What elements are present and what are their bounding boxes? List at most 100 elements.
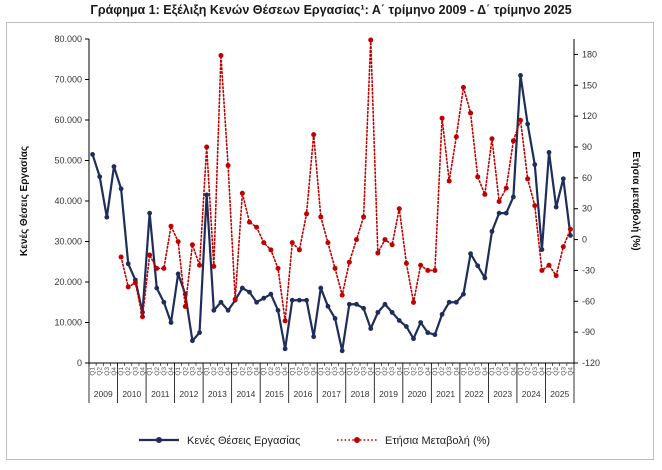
data-point-vacancies: [304, 297, 309, 303]
data-point-vacancies: [311, 334, 317, 340]
x-quarter-label: Q4: [482, 367, 489, 376]
data-point-annual-change: [311, 132, 317, 138]
data-point-annual-change: [368, 37, 374, 43]
data-point-annual-change: [325, 240, 331, 246]
x-quarter-label: Q2: [182, 367, 189, 376]
x-quarter-label: Q2: [325, 367, 332, 376]
data-point-vacancies: [482, 275, 488, 281]
x-quarter-label: Q2: [353, 367, 360, 376]
data-point-vacancies: [225, 307, 231, 313]
data-point-vacancies: [197, 330, 202, 336]
x-quarter-label: Q4: [254, 367, 261, 376]
data-point-annual-change: [339, 292, 345, 298]
x-year-label: 2022: [465, 389, 484, 399]
y-tick-label-right: -90: [582, 327, 595, 337]
data-point-vacancies: [218, 299, 224, 305]
x-quarter-label: Q4: [139, 367, 146, 376]
x-quarter-label: Q1: [546, 367, 553, 376]
data-point-vacancies: [475, 263, 481, 269]
y-tick-label-right: -120: [582, 358, 600, 368]
x-quarter-label: Q3: [389, 367, 396, 376]
data-point-annual-change: [560, 244, 566, 250]
chart-svg: 0 10.000 20.000 30.000 40.000 50.000 60.000 70.…: [19, 34, 641, 447]
x-year-label: 2015: [265, 389, 284, 399]
x-quarter-label: Q2: [496, 367, 503, 376]
data-point-vacancies: [518, 73, 523, 78]
data-point-vacancies: [361, 305, 366, 311]
data-point-vacancies: [104, 214, 110, 220]
x-quarter-label: Q4: [567, 367, 574, 376]
x-quarter-label: Q1: [346, 367, 353, 376]
data-point-annual-change: [175, 239, 181, 245]
x-quarter-label: Q3: [246, 367, 253, 376]
data-point-vacancies: [532, 162, 538, 167]
y-tick-label-right: 90: [582, 142, 592, 152]
data-point-annual-change: [168, 223, 174, 229]
data-point-annual-change: [353, 237, 359, 243]
data-point-annual-change: [532, 203, 538, 209]
data-point-vacancies: [247, 289, 252, 295]
x-year-label: 2024: [522, 389, 541, 399]
data-point-annual-change: [154, 265, 160, 271]
data-point-annual-change: [553, 273, 559, 279]
y-tick-label-right: 150: [582, 80, 597, 90]
x-quarter-label: Q4: [539, 367, 546, 376]
x-year-label: 2021: [436, 389, 455, 399]
x-quarter-label: Q2: [439, 367, 446, 376]
x-quarter-label: Q1: [289, 367, 296, 376]
data-point-annual-change: [282, 318, 288, 324]
data-point-annual-change: [396, 206, 402, 212]
data-point-vacancies: [389, 309, 395, 315]
legend-label-annual-change: Ετήσια Μεταβολή (%): [385, 435, 490, 447]
x-quarter-label: Q4: [510, 367, 517, 376]
data-point-annual-change: [261, 240, 267, 246]
series-line-vacancies: [91, 74, 572, 352]
data-point-vacancies: [147, 210, 153, 216]
data-point-vacancies: [325, 303, 331, 309]
data-point-annual-change: [411, 299, 417, 305]
data-point-vacancies: [254, 299, 260, 305]
data-point-annual-change: [432, 267, 438, 273]
x-quarter-label: Q1: [318, 367, 325, 376]
y-tick-label-right: -30: [582, 265, 595, 275]
data-point-annual-change: [246, 219, 252, 225]
data-point-annual-change: [332, 265, 338, 271]
x-year-label: 2011: [151, 389, 170, 399]
data-point-vacancies: [118, 186, 124, 192]
data-point-vacancies: [204, 192, 210, 198]
data-point-vacancies: [175, 271, 181, 277]
data-point-annual-change: [161, 265, 167, 271]
data-point-vacancies: [332, 316, 338, 321]
x-quarter-label: Q3: [275, 367, 282, 376]
y-axis-title-right: Ετήσια μεταβολή (%): [630, 151, 641, 250]
data-point-annual-change: [147, 252, 153, 258]
data-point-annual-change: [468, 110, 474, 116]
data-point-annual-change: [439, 115, 445, 121]
data-point-annual-change: [460, 84, 466, 90]
data-point-vacancies: [239, 285, 245, 291]
x-quarter-label: Q4: [396, 367, 403, 376]
x-quarter-label: Q3: [475, 367, 482, 376]
data-point-annual-change: [489, 136, 495, 142]
y-tick-label-right: 0: [582, 235, 587, 245]
data-point-annual-change: [225, 163, 231, 169]
data-point-vacancies: [553, 204, 559, 210]
legend-label-vacancies: Κενές Θέσεις Εργασίας: [187, 435, 300, 447]
x-quarter-label: Q2: [211, 367, 218, 376]
data-point-vacancies: [190, 338, 195, 344]
data-point-annual-change: [375, 250, 381, 256]
legend-marker-annual-change: [354, 437, 360, 443]
data-point-vacancies: [211, 307, 217, 313]
x-quarter-label: Q4: [339, 367, 346, 376]
data-point-vacancies: [125, 261, 131, 267]
data-point-vacancies: [568, 233, 573, 238]
data-point-annual-change: [218, 52, 224, 58]
y-tick-label-left: 40.000: [54, 196, 82, 206]
data-point-vacancies: [339, 348, 345, 354]
y-axis-title-left: Κενές Θέσεις Εργασίας: [19, 146, 30, 256]
data-point-annual-change: [510, 138, 516, 144]
x-year-label: 2014: [236, 389, 255, 399]
x-quarter-label: Q3: [332, 367, 339, 376]
data-point-annual-change: [446, 178, 452, 184]
series-line-annual-change: [120, 39, 572, 321]
